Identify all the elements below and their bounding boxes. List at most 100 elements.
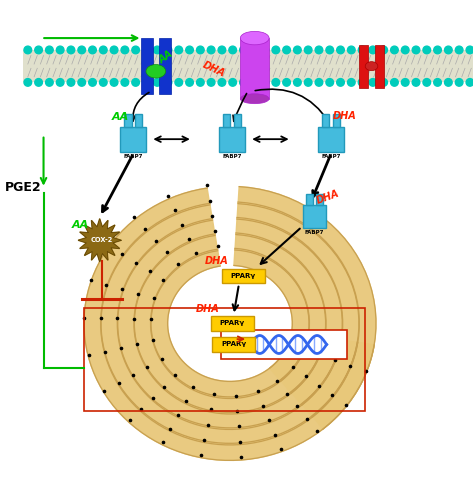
Bar bbox=[333, 114, 340, 127]
Bar bbox=[135, 114, 142, 127]
Circle shape bbox=[186, 79, 193, 86]
Text: DHA: DHA bbox=[315, 189, 341, 206]
Circle shape bbox=[143, 46, 150, 54]
FancyBboxPatch shape bbox=[211, 316, 254, 330]
Text: FABP7: FABP7 bbox=[321, 154, 341, 159]
Circle shape bbox=[89, 79, 96, 86]
Circle shape bbox=[272, 46, 280, 54]
Text: PPARγ: PPARγ bbox=[219, 321, 245, 327]
Circle shape bbox=[315, 46, 323, 54]
Circle shape bbox=[358, 79, 366, 86]
Circle shape bbox=[466, 46, 474, 54]
Polygon shape bbox=[100, 204, 358, 445]
Polygon shape bbox=[117, 219, 341, 429]
FancyBboxPatch shape bbox=[120, 127, 146, 152]
Circle shape bbox=[423, 79, 430, 86]
Bar bbox=[23, 50, 473, 82]
Bar bbox=[221, 330, 347, 359]
Circle shape bbox=[391, 79, 398, 86]
Circle shape bbox=[121, 46, 128, 54]
Circle shape bbox=[401, 46, 409, 54]
Text: PPARγ: PPARγ bbox=[231, 273, 256, 279]
Text: COX-2: COX-2 bbox=[91, 237, 113, 243]
Circle shape bbox=[456, 46, 463, 54]
Circle shape bbox=[24, 79, 32, 86]
Circle shape bbox=[154, 46, 161, 54]
Ellipse shape bbox=[240, 31, 269, 45]
Polygon shape bbox=[235, 233, 326, 393]
Circle shape bbox=[304, 79, 312, 86]
Polygon shape bbox=[238, 187, 376, 429]
Circle shape bbox=[337, 79, 344, 86]
Circle shape bbox=[445, 79, 452, 86]
Circle shape bbox=[78, 46, 85, 54]
Bar bbox=[124, 114, 132, 127]
Circle shape bbox=[186, 46, 193, 54]
Circle shape bbox=[229, 79, 237, 86]
FancyBboxPatch shape bbox=[303, 206, 326, 228]
FancyBboxPatch shape bbox=[222, 269, 265, 284]
Circle shape bbox=[412, 79, 420, 86]
Circle shape bbox=[218, 46, 226, 54]
Circle shape bbox=[100, 79, 107, 86]
Circle shape bbox=[218, 79, 226, 86]
FancyBboxPatch shape bbox=[212, 337, 255, 352]
Text: DHA: DHA bbox=[333, 111, 356, 121]
Polygon shape bbox=[151, 249, 309, 399]
Text: DHA: DHA bbox=[201, 60, 227, 79]
Circle shape bbox=[121, 79, 128, 86]
Circle shape bbox=[110, 79, 118, 86]
Bar bbox=[375, 45, 384, 87]
Polygon shape bbox=[237, 202, 359, 417]
Circle shape bbox=[56, 79, 64, 86]
Circle shape bbox=[56, 46, 64, 54]
Circle shape bbox=[132, 79, 139, 86]
Circle shape bbox=[456, 79, 463, 86]
Text: FABP7: FABP7 bbox=[222, 154, 242, 159]
Circle shape bbox=[283, 46, 291, 54]
Circle shape bbox=[412, 46, 420, 54]
Polygon shape bbox=[134, 234, 325, 414]
Circle shape bbox=[78, 79, 85, 86]
Circle shape bbox=[67, 79, 75, 86]
Circle shape bbox=[89, 46, 96, 54]
Circle shape bbox=[250, 46, 258, 54]
Circle shape bbox=[326, 79, 334, 86]
Circle shape bbox=[261, 46, 269, 54]
Circle shape bbox=[67, 46, 75, 54]
Circle shape bbox=[175, 79, 182, 86]
Circle shape bbox=[46, 79, 53, 86]
Circle shape bbox=[293, 79, 301, 86]
Circle shape bbox=[197, 46, 204, 54]
Circle shape bbox=[337, 46, 344, 54]
Circle shape bbox=[35, 79, 42, 86]
Bar bbox=[306, 194, 313, 206]
Circle shape bbox=[229, 46, 237, 54]
Circle shape bbox=[293, 46, 301, 54]
Circle shape bbox=[380, 46, 387, 54]
Circle shape bbox=[46, 46, 53, 54]
Text: AA: AA bbox=[111, 112, 128, 122]
Circle shape bbox=[466, 79, 474, 86]
Circle shape bbox=[110, 46, 118, 54]
Circle shape bbox=[358, 46, 366, 54]
Text: FABP7: FABP7 bbox=[124, 154, 143, 159]
Polygon shape bbox=[236, 217, 343, 405]
Text: AA: AA bbox=[72, 219, 90, 230]
Circle shape bbox=[315, 79, 323, 86]
Circle shape bbox=[261, 79, 269, 86]
Bar bbox=[316, 194, 322, 206]
Polygon shape bbox=[84, 188, 374, 460]
Bar bbox=[234, 114, 241, 127]
Ellipse shape bbox=[240, 94, 269, 104]
Circle shape bbox=[175, 46, 182, 54]
Bar bbox=[223, 114, 230, 127]
FancyBboxPatch shape bbox=[318, 127, 344, 152]
Circle shape bbox=[240, 79, 247, 86]
Circle shape bbox=[391, 46, 398, 54]
Text: DHA: DHA bbox=[205, 256, 228, 266]
FancyBboxPatch shape bbox=[219, 127, 245, 152]
Circle shape bbox=[369, 46, 377, 54]
Ellipse shape bbox=[146, 65, 166, 78]
Circle shape bbox=[369, 79, 377, 86]
